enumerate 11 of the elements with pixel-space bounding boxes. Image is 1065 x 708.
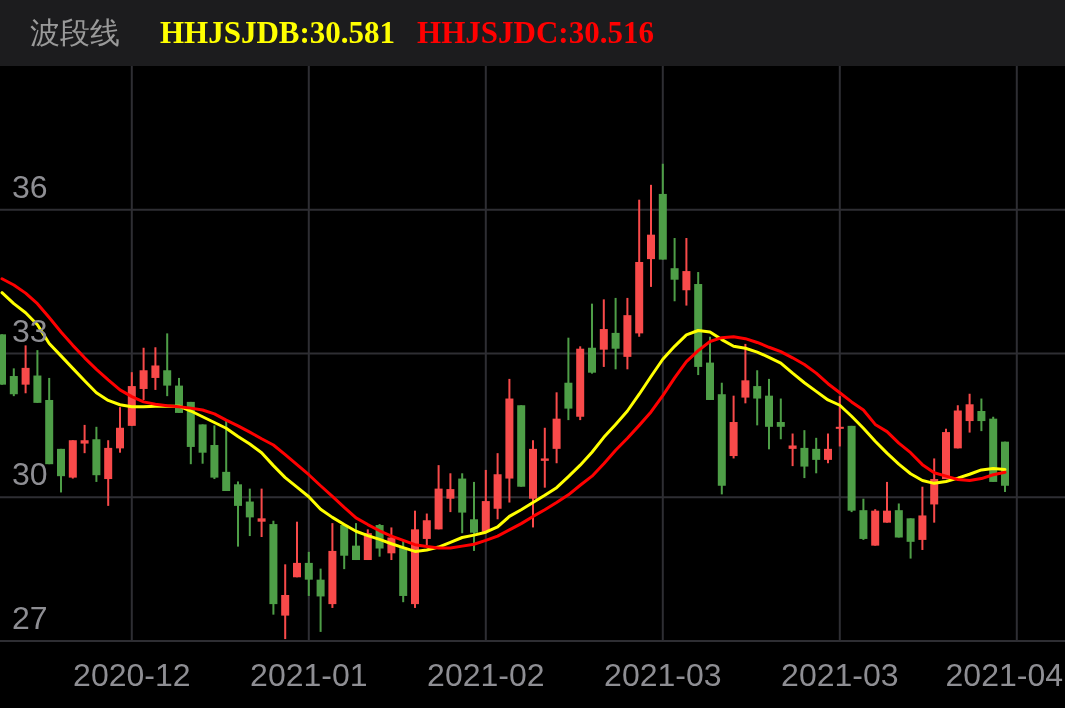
xtick: 2021-04 [945, 657, 1063, 693]
ytick: 36 [12, 168, 48, 205]
legend: HHJSJDB:30.581 HHJSJDC:30.516 [160, 15, 676, 51]
xtick: 2020-12 [73, 657, 191, 693]
xtick: 2021-01 [250, 657, 368, 693]
xtick: 2021-03 [604, 657, 722, 693]
ytick: 27 [12, 600, 48, 636]
ytick: 30 [12, 456, 48, 493]
xtick: 2021-02 [427, 657, 545, 693]
title: 波段线 [30, 13, 120, 52]
xtick: 2021-03 [781, 657, 899, 693]
